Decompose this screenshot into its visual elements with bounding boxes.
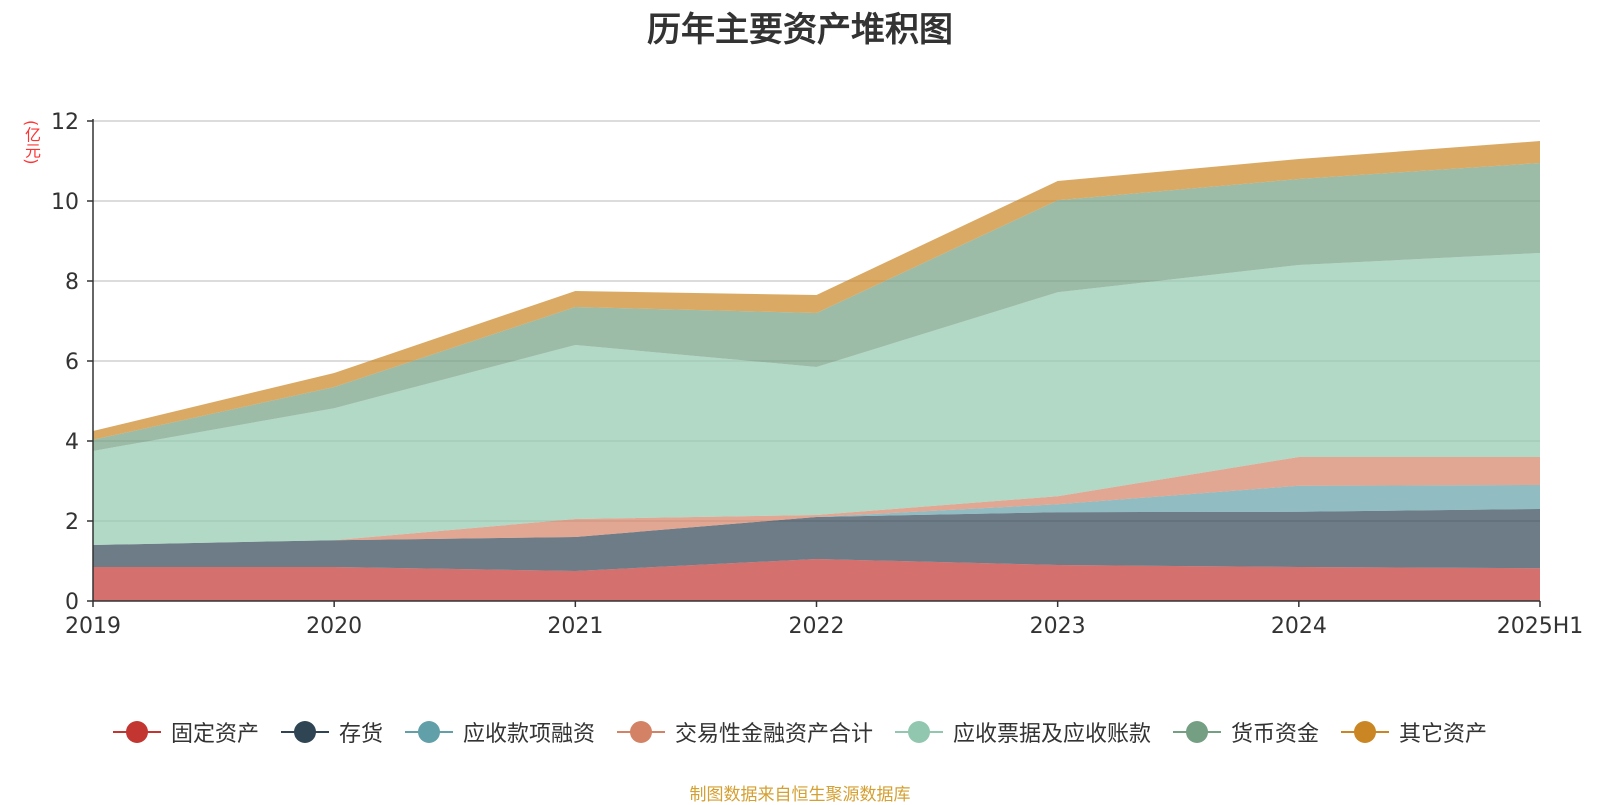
legend-marker-icon <box>112 720 161 744</box>
legend-marker-icon <box>616 720 665 744</box>
x-tick-label: 2023 <box>1030 614 1086 639</box>
x-tick-label: 2024 <box>1271 614 1327 639</box>
stacked-area-plot: 0 2 4 6 8 10 12 2019 2020 2021 2022 2023 2024 2025H1 <box>51 110 1584 639</box>
y-tick-label: 12 <box>51 110 79 135</box>
legend-label: 应收票据及应收账款 <box>953 722 1152 747</box>
area-series-0 <box>93 559 1540 601</box>
y-tick-label: 10 <box>51 190 79 215</box>
legend-marker-icon <box>280 720 329 744</box>
area-series-1 <box>93 509 1540 571</box>
legend-item-1[interactable]: 存货 <box>280 716 383 748</box>
legend-item-0[interactable]: 固定资产 <box>112 716 259 748</box>
x-tick-label: 2020 <box>306 614 362 639</box>
legend-marker-icon <box>1173 720 1222 744</box>
legend-marker-icon <box>1341 720 1390 744</box>
legend-item-6[interactable]: 其它资产 <box>1341 716 1487 748</box>
y-tick-label: 0 <box>65 590 79 615</box>
y-tick-label: 6 <box>65 350 79 375</box>
legend-label: 交易性金融资产合计 <box>674 722 873 747</box>
y-axis-unit: (亿元) <box>22 120 41 165</box>
legend: 固定资产 存货 应收款项融资 交易性金融资产合计 应收票据及应收账款 货币资金 其它资产 <box>0 716 1600 748</box>
area-series-3 <box>93 457 1540 545</box>
y-tick-label: 2 <box>65 510 79 535</box>
legend-marker-icon <box>404 720 453 744</box>
chart-title: 历年主要资产堆积图 <box>647 10 953 50</box>
legend-label: 其它资产 <box>1399 722 1488 747</box>
area-series-4 <box>93 253 1540 545</box>
area-series-2 <box>93 485 1540 545</box>
legend-item-5[interactable]: 货币资金 <box>1173 716 1319 748</box>
x-tick-label: 2022 <box>789 614 845 639</box>
y-tick-label: 8 <box>65 270 79 295</box>
legend-item-4[interactable]: 应收票据及应收账款 <box>895 716 1151 748</box>
source-note: 制图数据来自恒生聚源数据库 <box>689 785 911 805</box>
legend-label: 应收款项融资 <box>462 722 595 747</box>
legend-item-2[interactable]: 应收款项融资 <box>404 716 595 748</box>
x-tick-label: 2021 <box>547 614 603 639</box>
legend-label: 固定资产 <box>170 722 259 747</box>
x-tick-label: 2025H1 <box>1497 614 1584 639</box>
legend-marker-icon <box>895 720 943 744</box>
legend-item-3[interactable]: 交易性金融资产合计 <box>616 716 873 748</box>
x-tick-label: 2019 <box>65 614 121 639</box>
legend-label: 货币资金 <box>1231 722 1320 747</box>
legend-label: 存货 <box>338 722 383 747</box>
area-series-6 <box>93 141 1540 440</box>
y-tick-label: 4 <box>65 430 79 455</box>
area-series-5 <box>93 163 1540 451</box>
